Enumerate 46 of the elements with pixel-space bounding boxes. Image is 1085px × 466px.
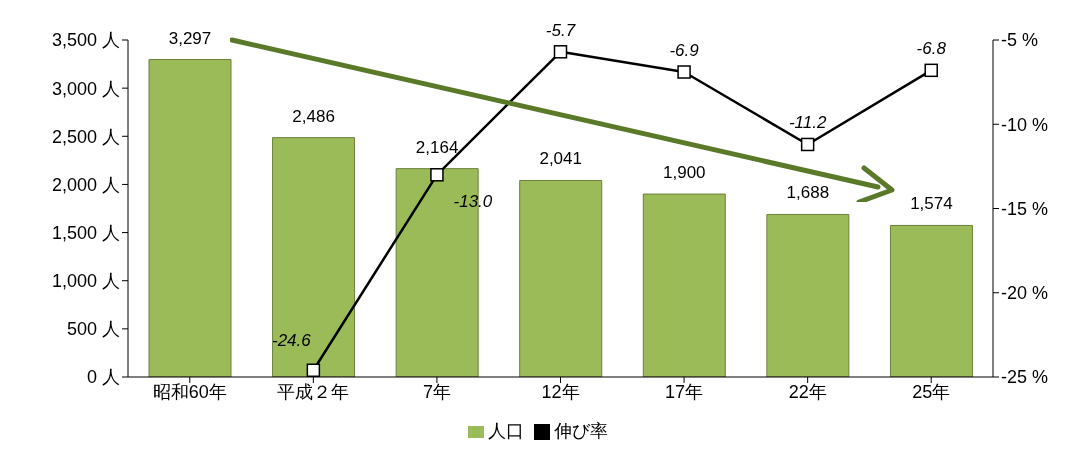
- y-tick-label: 1,000 人: [51, 271, 120, 292]
- x-tick-label: 平成２年: [277, 381, 350, 402]
- y-tick-label: 2,500 人: [51, 126, 120, 147]
- y-tick-label: 0 人: [86, 367, 120, 388]
- bar: [642, 193, 726, 377]
- y-tick-label: 3,000 人: [51, 78, 120, 99]
- bar: [519, 179, 603, 377]
- data-label: 3,297: [168, 28, 212, 48]
- x-tick-label: 12年: [541, 381, 580, 402]
- data-label: 2,486: [292, 106, 335, 126]
- data-label: 1,574: [910, 194, 953, 214]
- data-label: 2,164: [415, 137, 459, 157]
- y2-tick-label: -15 %: [1001, 198, 1049, 219]
- data-label: 2,041: [539, 149, 582, 169]
- data-label: 1,688: [786, 183, 830, 203]
- bar: [766, 213, 850, 377]
- bar: [148, 59, 232, 377]
- legend-label: 人口: [488, 421, 524, 441]
- point: [924, 63, 938, 78]
- x-tick-label: 7年: [422, 381, 451, 402]
- y-tick-label: 1,500 人: [51, 222, 120, 243]
- legend-label: 伸び率: [554, 421, 608, 441]
- data-label: 1,900: [663, 163, 706, 183]
- point: [430, 168, 444, 182]
- bar: [889, 224, 973, 377]
- y-tick-label: 500 人: [66, 319, 120, 340]
- y2-tick-label: -20 %: [1001, 283, 1049, 304]
- point: [306, 363, 321, 377]
- y-tick-label: 2,000 人: [51, 174, 120, 195]
- point: [677, 65, 691, 79]
- y2-tick-label: -5 %: [1001, 30, 1039, 51]
- x-tick-label: 17年: [665, 381, 704, 402]
- data-label: -6.9: [669, 41, 700, 61]
- y2-tick-label: -10 %: [1001, 114, 1049, 135]
- data-label: -5.7: [545, 20, 576, 40]
- x-tick-label: 25年: [912, 381, 951, 402]
- y-tick-label: 3,500 人: [51, 30, 120, 51]
- data-label: -24.6: [271, 331, 312, 351]
- x-tick-label: 22年: [788, 381, 827, 402]
- data-label: -11.2: [788, 113, 827, 133]
- bar: [272, 137, 356, 377]
- x-tick-label: 昭和60年: [152, 381, 227, 402]
- point: [553, 45, 568, 59]
- point: [800, 137, 815, 152]
- data-label: -6.8: [916, 39, 947, 59]
- y2-tick-label: -25 %: [1001, 367, 1049, 388]
